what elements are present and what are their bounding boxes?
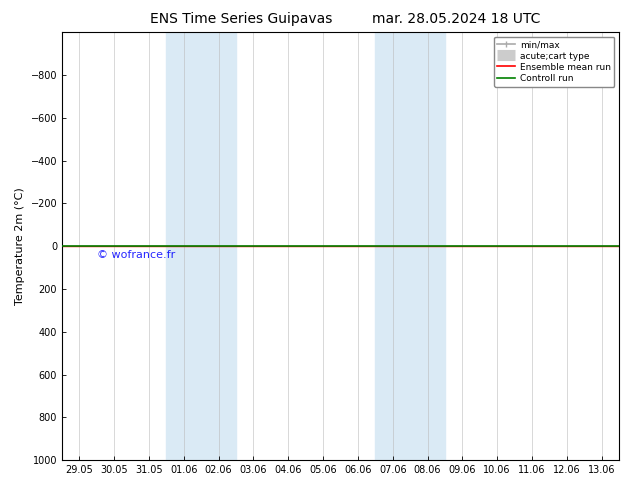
Text: ENS Time Series Guipavas: ENS Time Series Guipavas [150, 12, 332, 26]
Bar [167, 32, 236, 460]
Bar [375, 32, 445, 460]
Y-axis label: Temperature 2m (°C): Temperature 2m (°C) [15, 187, 25, 305]
Legend: min/max, acute;cart type, Ensemble mean run, Controll run: min/max, acute;cart type, Ensemble mean … [494, 37, 614, 87]
Text: mar. 28.05.2024 18 UTC: mar. 28.05.2024 18 UTC [372, 12, 541, 26]
Text: © wofrance.fr: © wofrance.fr [97, 250, 175, 260]
